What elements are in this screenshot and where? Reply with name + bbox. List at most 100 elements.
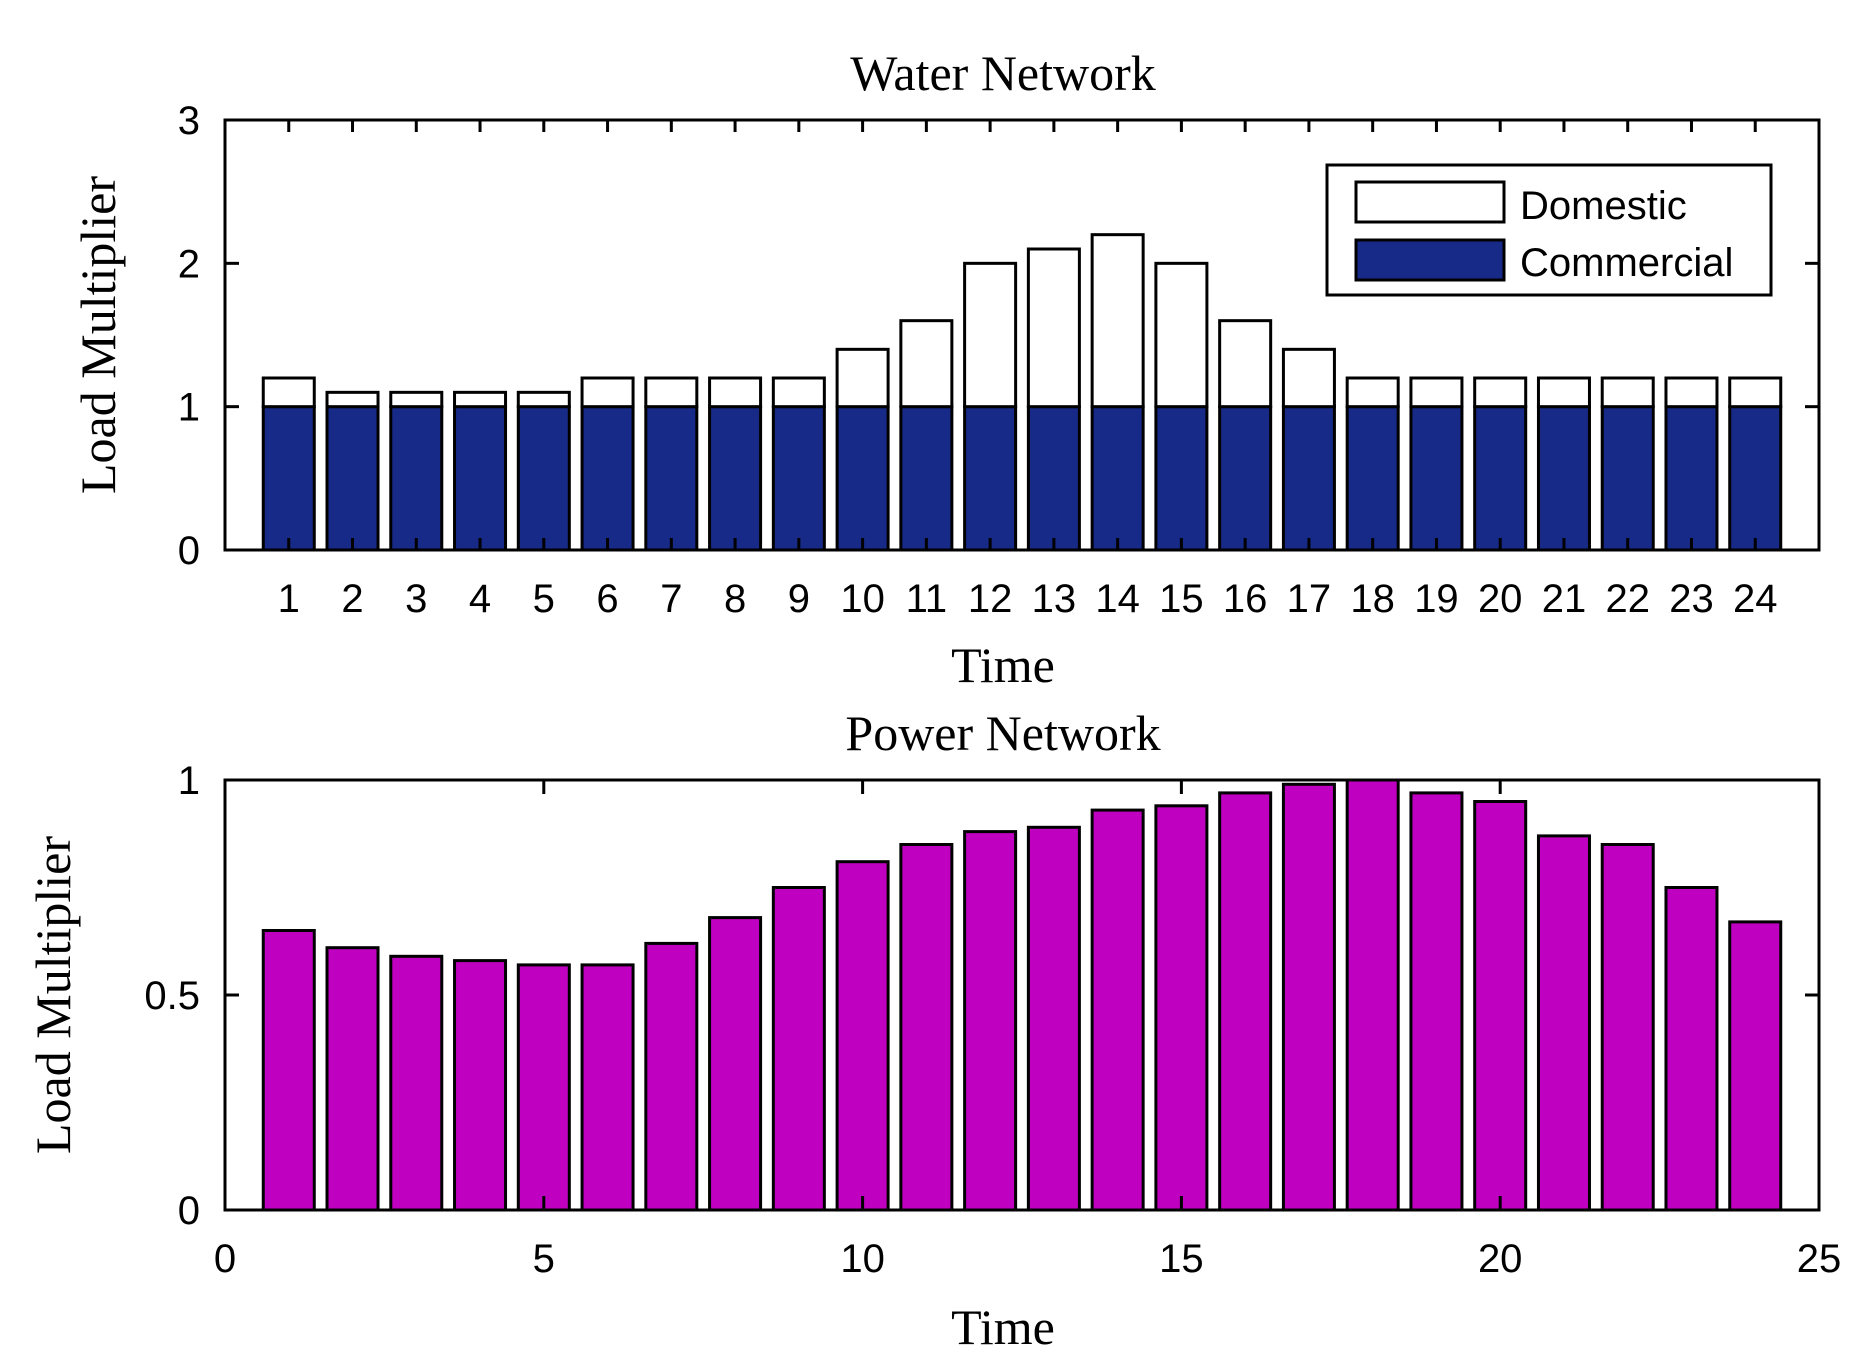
bar-domestic-22 — [1600, 376, 1655, 409]
x-tick-label: 8 — [724, 577, 746, 621]
bar-4 — [453, 959, 508, 1212]
bar-18 — [1345, 778, 1400, 1212]
bar-19 — [1409, 791, 1464, 1212]
x-tick-label: 4 — [469, 577, 491, 621]
bar-commercial-4 — [453, 405, 508, 552]
bar-commercial-12 — [963, 405, 1018, 552]
bar-domestic-5 — [516, 390, 571, 409]
y-tick-labels: 0 1 2 3 — [178, 99, 200, 573]
legend: Domestic Commercial — [1325, 163, 1773, 297]
bar-20 — [1473, 800, 1528, 1212]
bar-10 — [835, 860, 890, 1212]
bar-domestic-11 — [899, 319, 954, 409]
bar-22 — [1600, 843, 1655, 1212]
x-tick-label: 18 — [1350, 577, 1395, 621]
bar-commercial-18 — [1345, 405, 1400, 552]
bar-commercial-5 — [516, 405, 571, 552]
x-tick-label: 7 — [660, 577, 682, 621]
bar-domestic-2 — [325, 390, 380, 409]
legend-label-domestic: Domestic — [1520, 184, 1687, 228]
x-tick-label: 12 — [968, 577, 1013, 621]
x-tick-label: 6 — [596, 577, 618, 621]
bar-commercial-17 — [1281, 405, 1336, 552]
bar-commercial-9 — [771, 405, 826, 552]
x-tick-label: 10 — [840, 577, 885, 621]
x-tick-label: 2 — [341, 577, 363, 621]
y-tick-label: 1 — [178, 759, 200, 803]
bar-commercial-22 — [1600, 405, 1655, 552]
bar-domestic-20 — [1473, 376, 1528, 409]
bar-domestic-12 — [963, 261, 1018, 409]
chart-title: Water Network — [850, 45, 1156, 101]
bar-commercial-20 — [1473, 405, 1528, 552]
bar-domestic-14 — [1090, 233, 1145, 409]
x-tick-label: 14 — [1095, 577, 1140, 621]
bar-commercial-7 — [644, 405, 699, 552]
x-tick-label: 21 — [1542, 577, 1587, 621]
bar-commercial-11 — [899, 405, 954, 552]
bar-domestic-13 — [1026, 247, 1081, 409]
bar-commercial-23 — [1664, 405, 1719, 552]
x-tick-label: 23 — [1669, 577, 1714, 621]
y-tick-label: 0.5 — [144, 974, 200, 1018]
y-tick-labels: 00.51 — [144, 759, 200, 1233]
bar-domestic-23 — [1664, 376, 1719, 409]
bar-3 — [389, 954, 444, 1212]
x-tick-label: 15 — [1159, 577, 1204, 621]
bar-domestic-16 — [1218, 319, 1273, 409]
bars — [261, 233, 1783, 552]
bar-domestic-6 — [580, 376, 635, 409]
bar-commercial-13 — [1026, 405, 1081, 552]
bar-24 — [1728, 920, 1783, 1212]
x-tick-labels: 1 2 3 4 5 6 7 8 9 10 11 12 13 14 15 16 17 18 19 20 21 22 23 24 — [278, 577, 1778, 621]
bar-5 — [516, 963, 571, 1212]
x-axis-label: Time — [951, 637, 1055, 693]
x-tick-label: 24 — [1733, 577, 1778, 621]
y-axis-label: Load Multiplier — [70, 176, 126, 494]
bar-commercial-10 — [835, 405, 890, 552]
y-tick-label: 0 — [178, 529, 200, 573]
bar-6 — [580, 963, 635, 1212]
bar-domestic-17 — [1281, 347, 1336, 409]
bar-commercial-16 — [1218, 405, 1273, 552]
bar-commercial-14 — [1090, 405, 1145, 552]
x-tick-label: 19 — [1414, 577, 1459, 621]
bar-domestic-1 — [261, 376, 316, 409]
bar-domestic-3 — [389, 390, 444, 409]
bar-commercial-15 — [1154, 405, 1209, 552]
bar-commercial-1 — [261, 405, 316, 552]
x-tick-label: 9 — [788, 577, 810, 621]
x-tick-label: 3 — [405, 577, 427, 621]
x-tick-label: 25 — [1797, 1237, 1842, 1281]
x-tick-labels: 0 5 10 15 20 25 — [214, 1237, 1841, 1281]
x-tick-label: 11 — [906, 577, 948, 621]
bar-domestic-18 — [1345, 376, 1400, 409]
bar-commercial-21 — [1536, 405, 1591, 552]
bar-domestic-7 — [644, 376, 699, 409]
bar-commercial-19 — [1409, 405, 1464, 552]
axis-ticks — [225, 118, 1819, 552]
y-tick-label: 1 — [178, 386, 200, 430]
y-axis-label: Load Multiplier — [25, 836, 81, 1154]
bar-commercial-6 — [580, 405, 635, 552]
plot-frame — [223, 118, 1821, 552]
bar-23 — [1664, 886, 1719, 1212]
x-tick-label: 22 — [1605, 577, 1650, 621]
bar-2 — [325, 946, 380, 1212]
bar-17 — [1281, 782, 1336, 1212]
bar-14 — [1090, 808, 1145, 1212]
legend-label-commercial: Commercial — [1520, 241, 1733, 285]
x-tick-label: 13 — [1032, 577, 1077, 621]
bar-domestic-19 — [1409, 376, 1464, 409]
bar-13 — [1026, 825, 1081, 1212]
bar-12 — [963, 830, 1018, 1212]
x-tick-label: 20 — [1478, 1237, 1523, 1281]
bar-commercial-24 — [1728, 405, 1783, 552]
bar-15 — [1154, 804, 1209, 1212]
x-tick-label: 10 — [840, 1237, 885, 1281]
bar-16 — [1218, 791, 1273, 1212]
x-tick-label: 15 — [1159, 1237, 1204, 1281]
chart-title: Power Network — [845, 705, 1160, 761]
x-tick-label: 16 — [1223, 577, 1268, 621]
